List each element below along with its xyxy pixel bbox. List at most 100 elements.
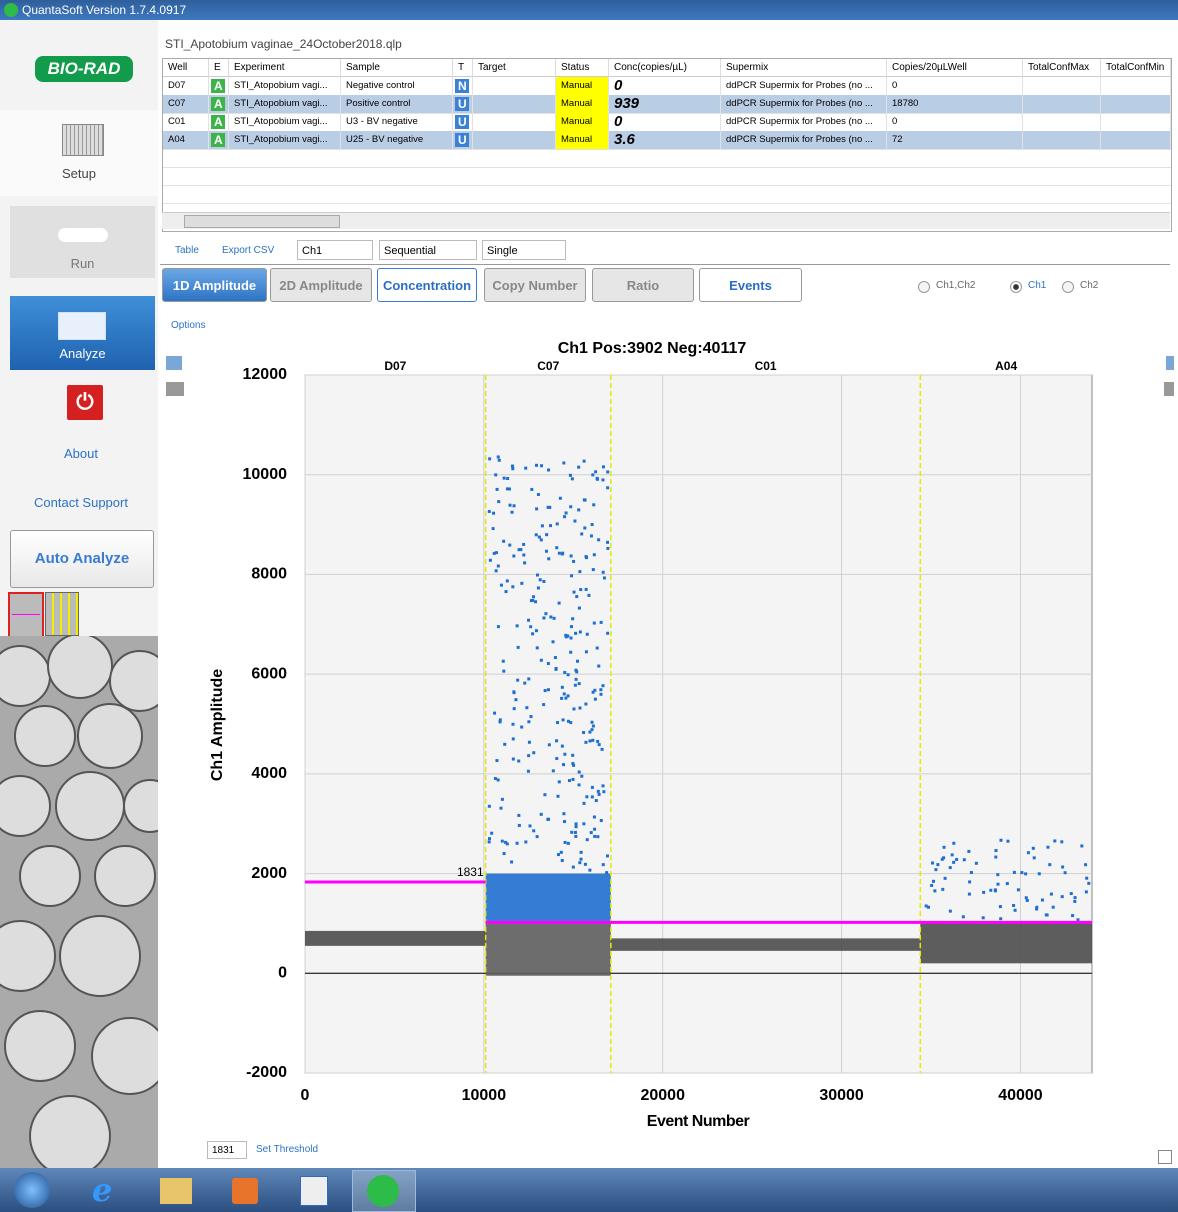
droplet <box>602 571 605 574</box>
droplet <box>582 731 585 734</box>
droplet <box>596 477 599 480</box>
droplet <box>982 891 985 894</box>
droplet <box>592 691 595 694</box>
droplet <box>502 670 505 673</box>
droplet <box>574 684 577 687</box>
droplet <box>580 851 583 854</box>
droplet <box>591 728 594 731</box>
droplet <box>513 707 516 710</box>
droplet <box>571 754 574 757</box>
droplet <box>931 862 934 865</box>
droplet <box>549 616 552 619</box>
droplet <box>523 561 526 564</box>
droplet <box>554 656 557 659</box>
droplet <box>558 552 561 555</box>
droplet <box>591 786 594 789</box>
droplet <box>989 889 992 892</box>
page: {"window": {"title": "QuantaSoft Version… <box>0 0 1178 1212</box>
droplet <box>563 820 566 823</box>
droplet <box>555 667 558 670</box>
droplet <box>996 883 999 886</box>
droplet <box>602 784 605 787</box>
droplet <box>512 555 515 558</box>
droplet <box>578 607 581 610</box>
droplet <box>1071 914 1074 917</box>
y-tick-label: 6000 <box>251 665 287 682</box>
droplet <box>570 637 573 640</box>
y-tick-label: -2000 <box>246 1064 287 1081</box>
droplet <box>549 524 552 527</box>
droplet <box>570 554 573 557</box>
droplet <box>601 748 604 751</box>
droplet <box>584 499 587 502</box>
droplet <box>568 779 571 782</box>
droplet <box>571 762 574 765</box>
droplet <box>593 816 596 819</box>
droplet <box>962 915 965 918</box>
droplet <box>544 612 547 615</box>
droplet <box>596 835 599 838</box>
droplet <box>518 548 521 551</box>
droplet <box>517 814 520 817</box>
droplet <box>599 688 602 691</box>
droplet <box>562 461 565 464</box>
droplet <box>563 671 566 674</box>
droplet <box>583 802 586 805</box>
droplet <box>606 470 609 473</box>
droplet <box>583 460 586 463</box>
droplet <box>512 737 515 740</box>
droplet <box>578 570 581 573</box>
droplet <box>955 858 958 861</box>
droplet <box>1013 871 1016 874</box>
droplet <box>1061 895 1064 898</box>
droplet <box>506 477 509 480</box>
app-icon[interactable] <box>300 1176 328 1206</box>
droplet <box>952 861 955 864</box>
droplet <box>528 741 531 744</box>
quantasoft-task[interactable] <box>352 1170 416 1212</box>
droplet <box>574 835 577 838</box>
droplet <box>561 859 564 862</box>
droplet <box>595 799 598 802</box>
droplet <box>578 783 581 786</box>
droplet <box>540 659 543 662</box>
media-icon[interactable] <box>232 1178 258 1204</box>
droplet <box>580 532 583 535</box>
droplet <box>605 871 608 874</box>
droplet-cluster <box>486 923 611 975</box>
droplet <box>512 723 515 726</box>
droplet <box>561 745 564 748</box>
droplet <box>601 684 604 687</box>
droplet <box>588 739 591 742</box>
droplet <box>509 504 512 507</box>
droplet <box>606 854 609 857</box>
droplet <box>1064 871 1067 874</box>
droplet <box>578 770 581 773</box>
start-button[interactable] <box>14 1172 50 1208</box>
well-label: A04 <box>995 359 1017 373</box>
droplet-cluster <box>920 923 1092 963</box>
droplet <box>564 634 567 637</box>
droplet <box>577 466 580 469</box>
droplet <box>583 526 586 529</box>
droplet <box>536 835 539 838</box>
droplet <box>601 478 604 481</box>
droplet <box>591 721 594 724</box>
droplet <box>527 619 530 622</box>
droplet <box>952 842 955 845</box>
chart: Ch1 Pos:3902 Neg:40117 Event Number Ch1 … <box>0 0 1178 1168</box>
droplet <box>592 568 595 571</box>
ie-icon[interactable]: e <box>92 1174 124 1206</box>
droplet <box>555 546 558 549</box>
droplet <box>585 795 588 798</box>
droplet <box>494 473 497 476</box>
droplet <box>934 868 937 871</box>
droplet <box>547 662 550 665</box>
droplet <box>530 599 533 602</box>
explorer-icon[interactable] <box>160 1178 192 1204</box>
droplet <box>569 474 572 477</box>
droplet <box>527 677 530 680</box>
droplet <box>556 721 559 724</box>
droplet <box>558 602 561 605</box>
droplet <box>570 831 573 834</box>
